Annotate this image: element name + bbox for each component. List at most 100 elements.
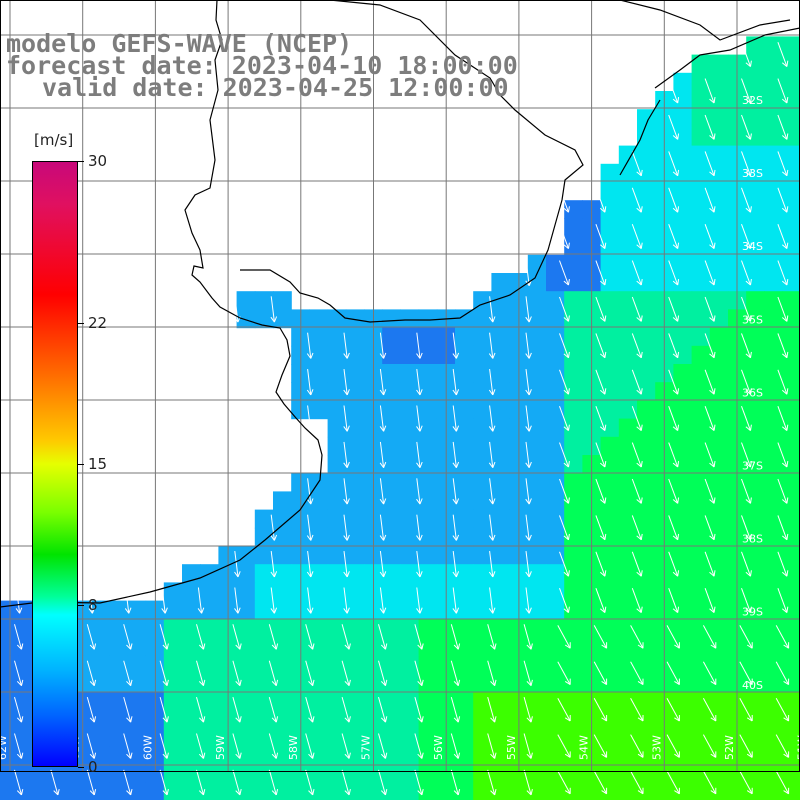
ocean-cell — [709, 691, 729, 711]
ocean-cell — [382, 418, 401, 438]
ocean-cell — [0, 691, 19, 711]
ocean-cell — [0, 600, 19, 620]
wave-vector — [161, 587, 168, 614]
wave-vector — [341, 660, 351, 687]
ocean-cell — [145, 764, 165, 784]
wave-vector — [741, 515, 752, 541]
ocean-cell — [382, 764, 401, 784]
wave-vector — [523, 660, 533, 687]
ocean-cell — [382, 400, 401, 420]
ocean-cell — [618, 764, 638, 784]
ocean-cell — [764, 273, 784, 292]
ocean-cell — [345, 728, 365, 747]
ocean-cell — [764, 436, 784, 456]
ocean-cell — [273, 309, 292, 329]
ocean-cell — [618, 564, 638, 583]
ocean-cell — [345, 418, 365, 438]
wave-vector — [741, 224, 752, 249]
ocean-cell — [746, 673, 765, 693]
wave-vector — [159, 733, 169, 759]
ocean-cell — [691, 364, 711, 383]
ocean-cell — [309, 709, 329, 729]
ocean-cell — [200, 746, 219, 765]
ocean-cell — [455, 637, 474, 656]
ocean-cell — [145, 782, 165, 800]
ocean-cell — [491, 400, 511, 420]
latitude-label: 37S — [742, 460, 763, 473]
ocean-cell — [382, 673, 401, 693]
ocean-cell — [618, 200, 638, 219]
ocean-cell — [600, 345, 620, 365]
ocean-cell — [400, 400, 420, 420]
ocean-cell — [600, 218, 620, 238]
ocean-cell — [546, 400, 565, 420]
ocean-cell — [327, 600, 347, 620]
ocean-cell — [236, 309, 256, 329]
ocean-cell — [473, 673, 492, 693]
ocean-cell — [200, 582, 219, 602]
ocean-cell — [382, 655, 401, 674]
ocean-cell — [764, 218, 784, 238]
ocean-cell — [200, 728, 219, 747]
ocean-cell — [637, 473, 656, 492]
ocean-cell — [691, 709, 711, 729]
ocean-cell — [782, 382, 800, 401]
ocean-cell — [782, 564, 800, 583]
wave-vector — [741, 114, 752, 140]
wave-vector — [196, 660, 206, 687]
wave-vectors — [14, 42, 790, 796]
wave-vector — [741, 42, 752, 67]
ocean-cell — [564, 254, 583, 274]
latitude-label: 32S — [742, 94, 763, 107]
latitude-label: 40S — [742, 679, 763, 692]
ocean-cell — [491, 764, 511, 784]
ocean-cell — [764, 564, 784, 583]
ocean-cell — [163, 746, 183, 765]
ocean-cell — [291, 764, 310, 784]
ocean-cell — [709, 309, 729, 329]
wave-vector — [741, 551, 752, 577]
ocean-cell — [782, 618, 800, 638]
ocean-cell — [345, 509, 365, 529]
ocean-cell — [673, 91, 693, 110]
ocean-cell — [564, 273, 583, 292]
ocean-cell — [455, 746, 474, 765]
ocean-cell — [345, 582, 365, 602]
ocean-cell — [91, 746, 110, 765]
ocean-cell — [600, 564, 620, 583]
ocean-cell — [746, 455, 765, 474]
ocean-cell — [527, 527, 547, 547]
ocean-cell — [527, 546, 547, 565]
ocean-cell — [546, 728, 565, 747]
ocean-cell — [473, 728, 492, 747]
ocean-cell — [746, 163, 765, 183]
ocean-cell — [473, 400, 492, 420]
wave-vector — [777, 333, 789, 359]
ocean-cell — [418, 673, 438, 693]
wave-vector — [414, 696, 424, 723]
ocean-cell — [345, 436, 365, 456]
longitude-label: 54W — [578, 735, 591, 760]
ocean-cell — [637, 218, 656, 238]
ocean-cell — [691, 728, 711, 747]
ocean-cell — [273, 655, 292, 674]
ocean-cell — [746, 782, 765, 800]
ocean-cell — [782, 455, 800, 474]
ocean-cell — [400, 691, 420, 711]
ocean-cell — [418, 618, 438, 638]
wave-vector — [630, 770, 644, 795]
ocean-cell — [546, 637, 565, 656]
ocean-cell — [600, 527, 620, 547]
wave-vector — [741, 588, 752, 613]
wave-vector — [268, 769, 279, 796]
ocean-cell — [382, 728, 401, 747]
wave-vector — [557, 625, 571, 649]
ocean-cell — [491, 709, 511, 729]
wave-vector — [739, 770, 753, 795]
wave-vector — [88, 587, 96, 614]
ocean-cell — [546, 582, 565, 602]
ocean-cell — [782, 728, 800, 747]
ocean-cell — [309, 746, 329, 765]
wave-vector — [668, 187, 680, 213]
